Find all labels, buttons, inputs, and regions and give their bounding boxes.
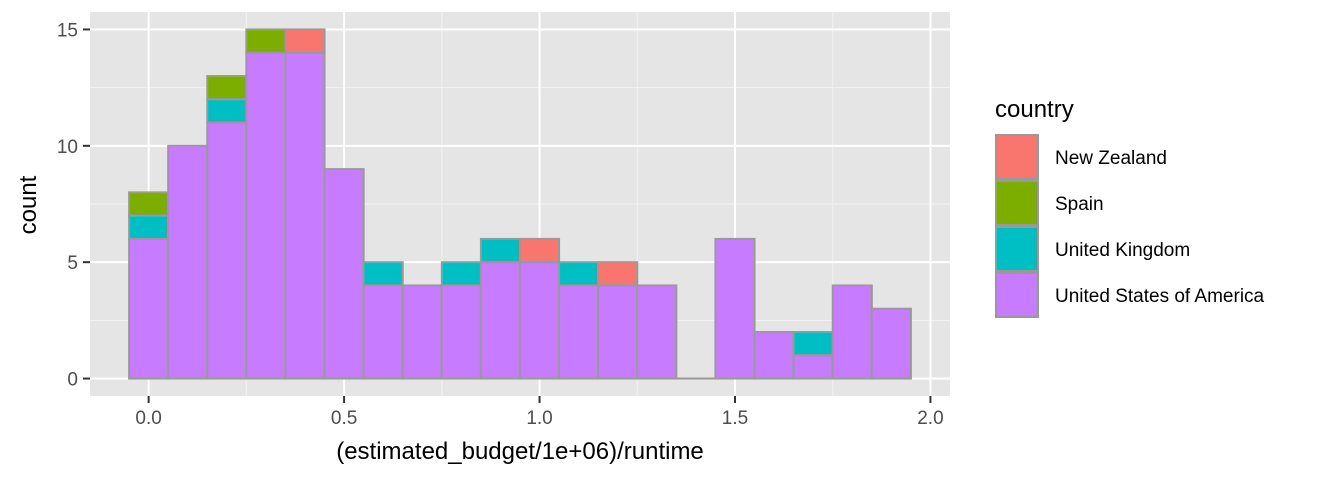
bar-segment xyxy=(792,331,834,357)
bar-segment xyxy=(479,237,521,264)
y-tick-label: 10 xyxy=(57,137,78,158)
x-axis-title: (estimated_budget/1e+06)/runtime xyxy=(336,438,704,465)
bar-segment xyxy=(714,237,756,380)
histogram-bars xyxy=(128,28,912,380)
x-tick-label: 1.0 xyxy=(526,408,552,429)
bar-segment xyxy=(128,191,170,217)
bar-segment xyxy=(401,284,443,380)
legend-title: country xyxy=(995,96,1074,123)
bar-segment xyxy=(597,261,639,287)
y-tick-label: 0 xyxy=(67,370,78,391)
legend-key xyxy=(995,134,1039,180)
bar-segment xyxy=(206,121,248,380)
x-tick-label: 2.0 xyxy=(917,408,943,429)
bar-segment xyxy=(323,168,365,380)
bar-segment xyxy=(440,284,482,380)
bar-segment xyxy=(245,28,287,54)
bar-segment xyxy=(206,75,248,101)
bar-segment xyxy=(245,51,287,380)
y-axis-title: count xyxy=(15,175,42,234)
legend-key xyxy=(995,272,1039,318)
x-axis: 0.0 0.5 1.0 1.5 2.0 xyxy=(135,396,944,429)
legend-label: United States of America xyxy=(1055,286,1265,307)
bar-segment xyxy=(284,28,326,54)
y-axis: 0 5 10 15 xyxy=(57,20,90,391)
x-tick-label: 0.0 xyxy=(135,408,161,429)
bar-segment xyxy=(128,214,170,240)
bar-segment xyxy=(206,98,248,124)
bar-segment xyxy=(362,284,404,380)
bar-segment xyxy=(128,237,170,380)
x-tick-label: 0.5 xyxy=(331,408,357,429)
legend: country New Zealand Spain United Kingdom Un… xyxy=(995,96,1265,318)
bar-segment xyxy=(362,261,404,287)
bar-segment xyxy=(479,261,521,380)
legend-label: New Zealand xyxy=(1055,148,1167,169)
bar-segment xyxy=(167,144,209,380)
legend-label: United Kingdom xyxy=(1055,240,1190,261)
bar-segment xyxy=(519,261,561,380)
bar-segment xyxy=(597,284,639,380)
y-tick-label: 5 xyxy=(67,253,78,274)
legend-key xyxy=(995,180,1039,226)
legend-key xyxy=(995,226,1039,272)
x-tick-label: 1.5 xyxy=(722,408,748,429)
bar-segment xyxy=(636,284,678,380)
bar-segment xyxy=(284,51,326,380)
bar-segment xyxy=(753,331,795,380)
bar-segment xyxy=(440,261,482,287)
legend-label: Spain xyxy=(1055,194,1104,215)
bar-segment xyxy=(558,261,600,287)
bar-segment xyxy=(519,237,561,264)
bar-segment xyxy=(831,284,873,380)
bar-segment xyxy=(870,307,912,380)
y-tick-label: 15 xyxy=(57,20,78,41)
bar-segment xyxy=(558,284,600,380)
bar-segment xyxy=(792,354,834,380)
legend-items: New Zealand Spain United Kingdom United Sta… xyxy=(995,134,1265,318)
